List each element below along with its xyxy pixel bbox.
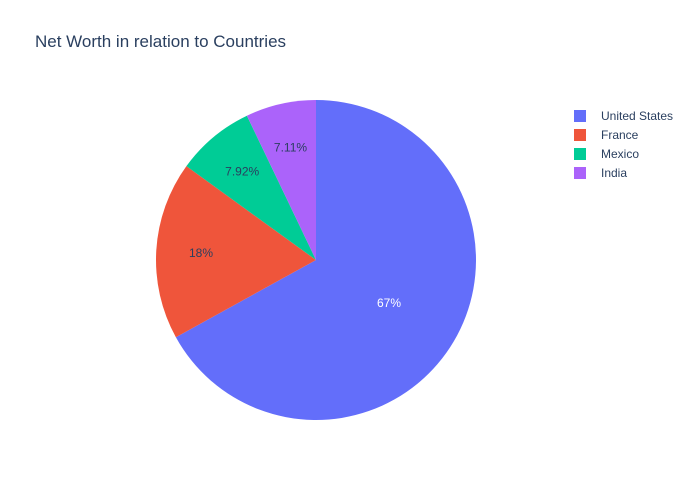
legend-label-mexico: Mexico bbox=[601, 146, 640, 161]
pie-slice-mexico[interactable] bbox=[186, 115, 316, 260]
legend-swatch-mexico bbox=[574, 147, 586, 160]
legend-swatch-france bbox=[574, 128, 586, 141]
legend-label-france: France bbox=[601, 127, 639, 142]
pie-slices bbox=[156, 100, 476, 420]
chart-title: Net Worth in relation to Countries bbox=[35, 32, 287, 51]
pie-slice-india[interactable] bbox=[246, 100, 316, 260]
legend-label-united-states: United States bbox=[601, 108, 674, 123]
slice-label-india: 7.11% bbox=[274, 141, 307, 155]
legend-item-india[interactable]: India bbox=[574, 163, 673, 182]
legend: United States France Mexico India bbox=[574, 106, 673, 182]
pie-slice-labels: 67% 18% 7.92% 7.11% bbox=[189, 141, 401, 310]
slice-label-mexico: 7.92% bbox=[225, 165, 259, 179]
pie-slice-united-states[interactable] bbox=[175, 100, 476, 420]
slice-label-france: 18% bbox=[189, 246, 213, 260]
slice-label-united-states: 67% bbox=[377, 296, 401, 310]
legend-item-mexico[interactable]: Mexico bbox=[574, 144, 673, 163]
legend-label-india: India bbox=[601, 165, 628, 180]
legend-item-united-states[interactable]: United States bbox=[574, 106, 673, 125]
legend-swatch-united-states bbox=[574, 109, 586, 122]
legend-item-france[interactable]: France bbox=[574, 125, 673, 144]
legend-swatch-india bbox=[574, 166, 586, 179]
pie-slice-france[interactable] bbox=[156, 166, 316, 338]
